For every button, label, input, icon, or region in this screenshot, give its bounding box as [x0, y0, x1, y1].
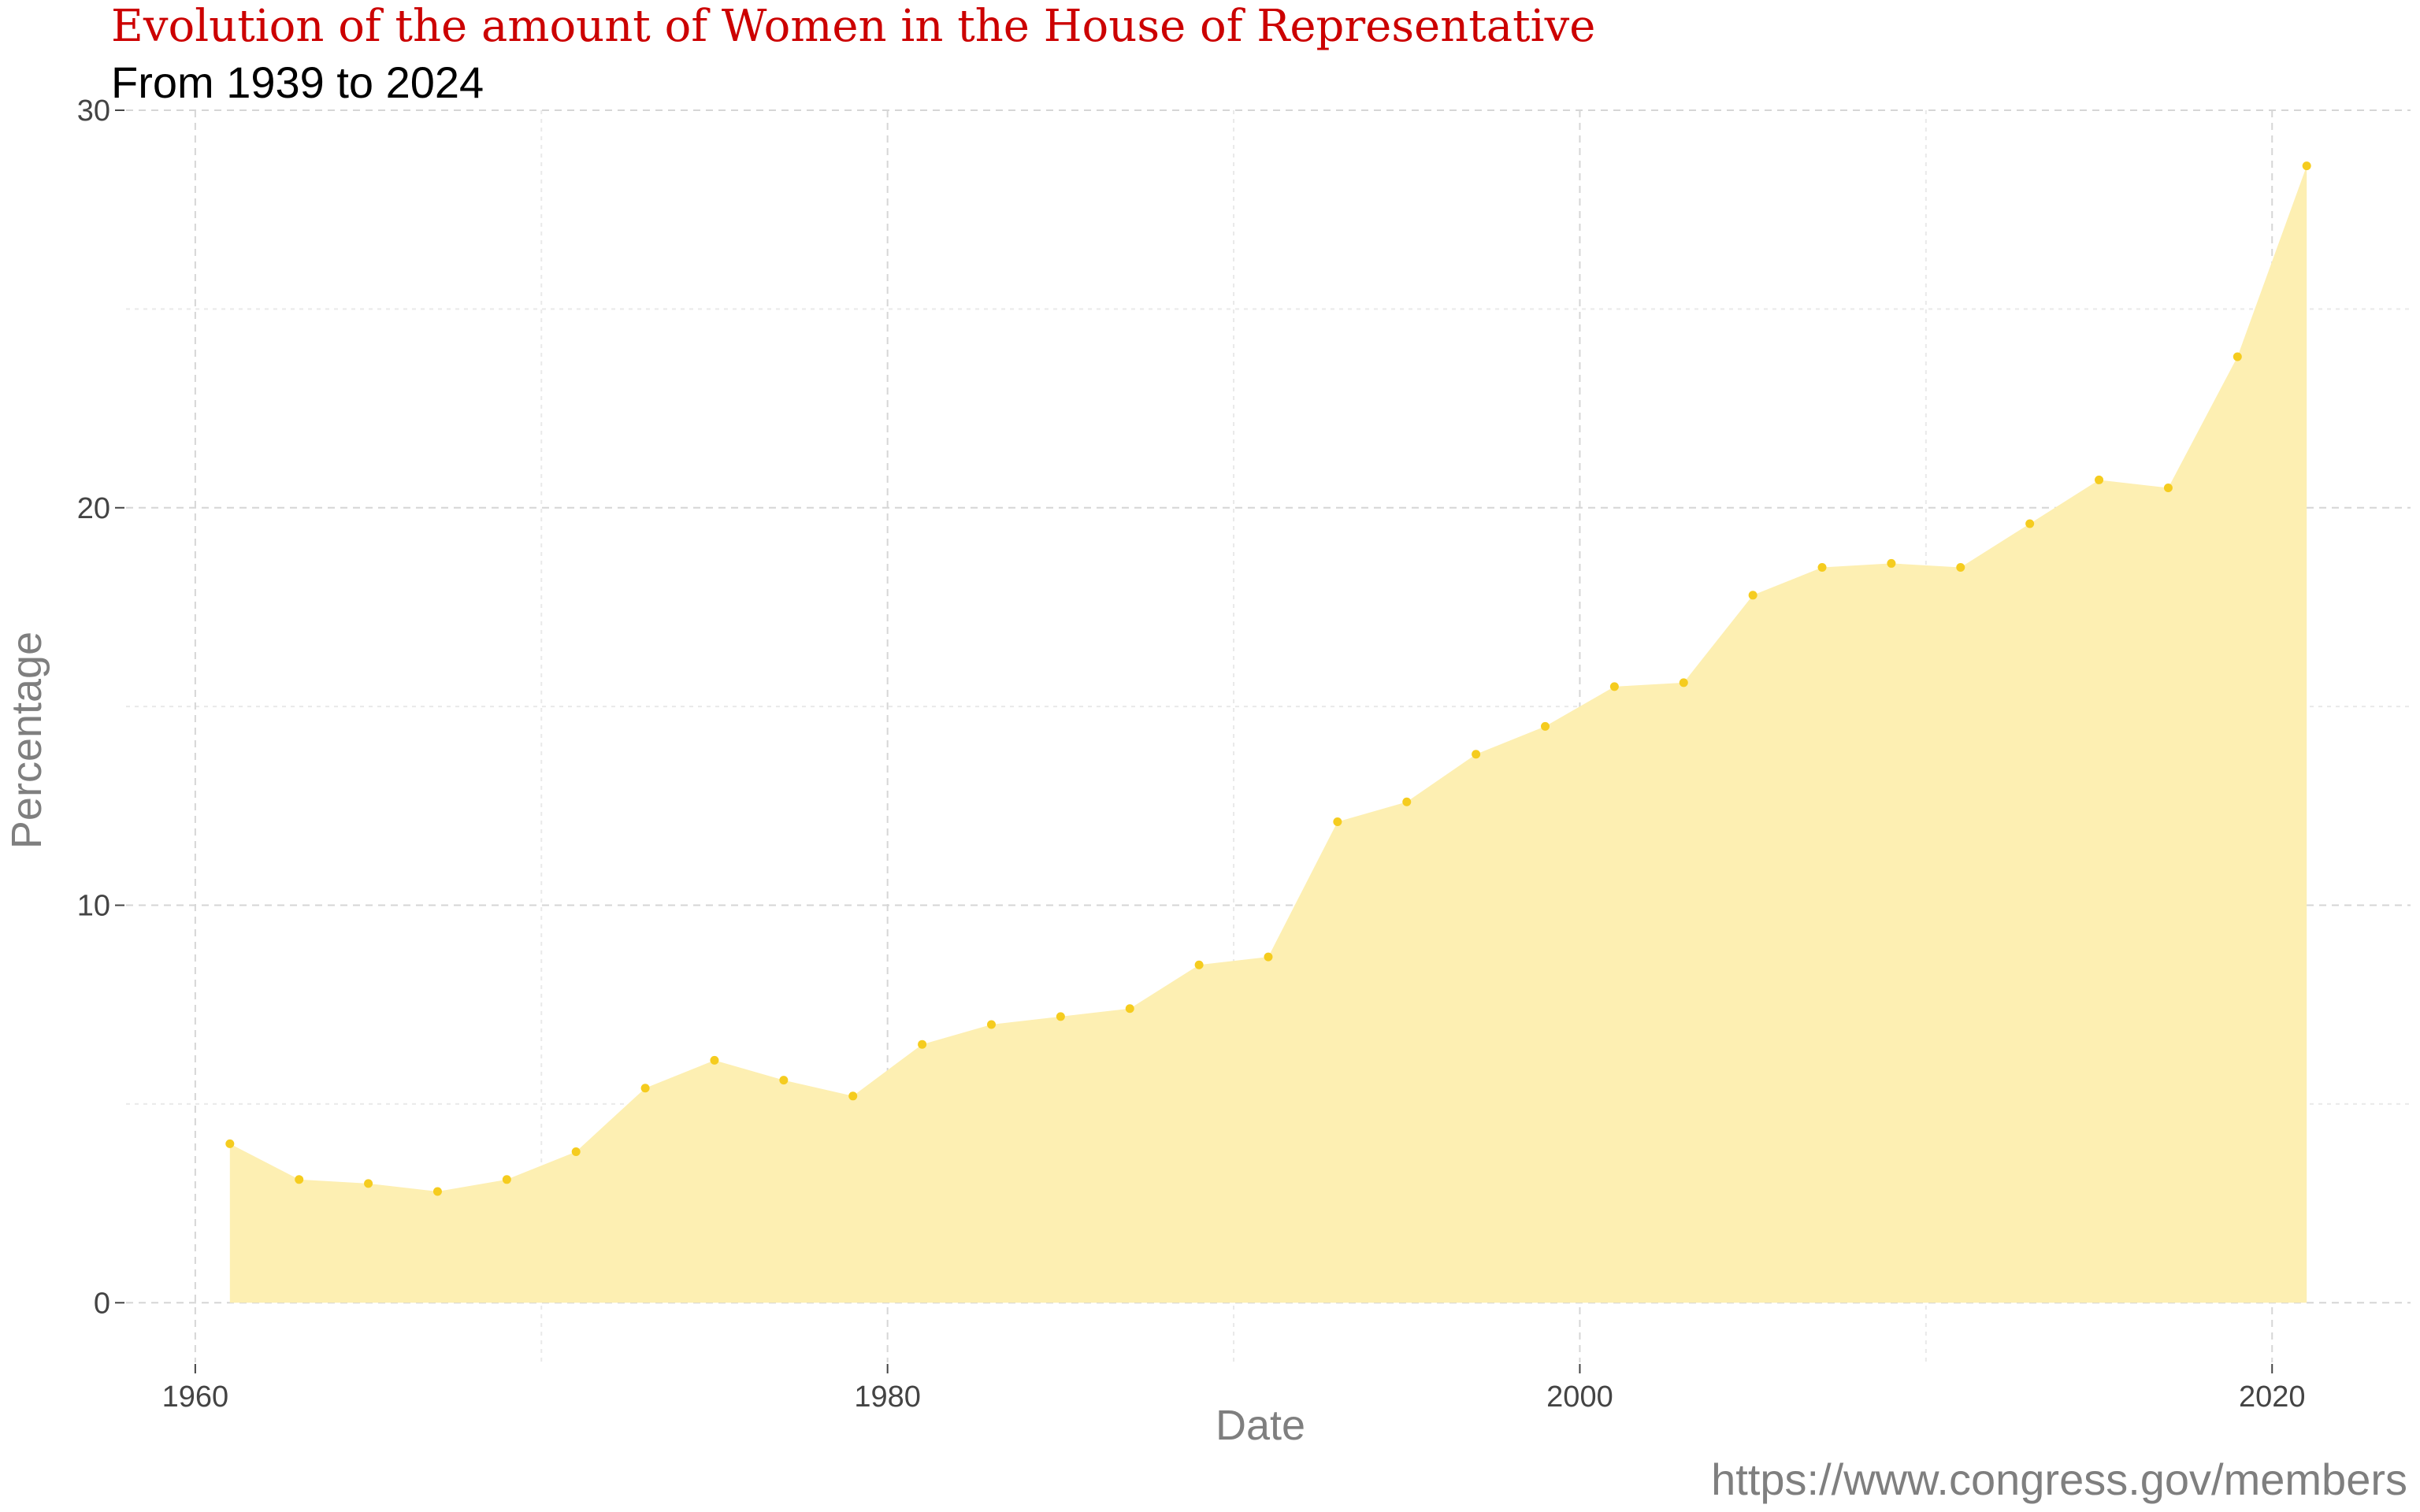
data-point — [710, 1055, 719, 1065]
data-point — [1056, 1012, 1065, 1021]
data-point — [2233, 352, 2242, 361]
data-point — [1333, 817, 1342, 827]
y-tick-label: 20 — [77, 492, 110, 525]
y-tick-label: 0 — [94, 1287, 110, 1320]
data-point — [364, 1179, 373, 1188]
data-point — [1609, 682, 1619, 691]
x-tick-label: 1960 — [162, 1380, 229, 1414]
points-layer — [225, 161, 2311, 1196]
data-point — [502, 1175, 511, 1184]
data-point — [2095, 475, 2104, 484]
data-point — [2025, 519, 2035, 528]
source-caption: https://www.congress.gov/members — [1711, 1455, 2407, 1504]
x-axis-title: Date — [1216, 1402, 1305, 1449]
data-point — [1817, 562, 1827, 572]
x-tick-label: 2020 — [2239, 1380, 2306, 1414]
x-tick-label: 1980 — [854, 1380, 921, 1414]
data-point — [1887, 558, 1896, 568]
data-point — [1472, 750, 1481, 759]
data-point — [1264, 952, 1273, 962]
x-tick-label: 2000 — [1546, 1380, 1613, 1414]
y-axis-title: Percentage — [3, 632, 50, 849]
data-point — [918, 1040, 927, 1049]
data-point — [1125, 1004, 1134, 1014]
data-point — [1541, 721, 1550, 731]
data-point — [1956, 562, 1965, 572]
data-point — [1402, 797, 1412, 806]
data-point — [225, 1139, 235, 1148]
chart-subtitle: From 1939 to 2024 — [111, 57, 484, 107]
data-point — [571, 1147, 581, 1156]
data-point — [848, 1091, 858, 1101]
y-tick-label: 10 — [77, 890, 110, 923]
data-point — [2163, 484, 2173, 493]
data-point — [2302, 161, 2311, 171]
data-point — [779, 1076, 789, 1085]
data-point — [986, 1020, 996, 1029]
chart-title: Evolution of the amount of Women in the … — [111, 1, 1595, 52]
area-series — [229, 165, 2307, 1303]
data-point — [1194, 960, 1204, 969]
area-layer — [229, 165, 2307, 1303]
data-point — [1679, 678, 1688, 687]
data-point — [432, 1187, 442, 1196]
y-tick-label: 30 — [77, 94, 110, 128]
data-point — [295, 1175, 304, 1184]
data-point — [640, 1084, 650, 1093]
data-point — [1748, 591, 1757, 600]
axes-layer: 0 10 20 30 1960 1980 2000 2020 — [77, 94, 2306, 1414]
